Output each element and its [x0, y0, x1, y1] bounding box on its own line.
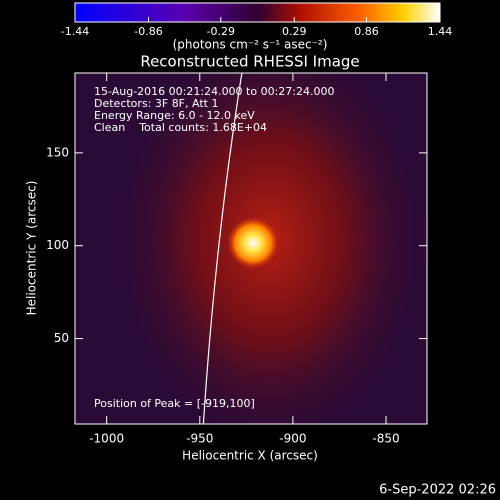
colorbar-tick-label: 0.29	[282, 25, 307, 38]
image	[75, 73, 427, 424]
x-tick-label: -900	[279, 432, 306, 446]
colorbar-tick-label: -0.29	[207, 25, 235, 38]
y-tick-label: 50	[54, 331, 69, 345]
x-tick-label: -1000	[89, 432, 124, 446]
colorbar-tick-label: -0.86	[134, 25, 162, 38]
y-axis-label: Heliocentric Y (arcsec)	[25, 181, 39, 316]
x-tick-label: -850	[372, 432, 399, 446]
x-axis-label: Heliocentric X (arcsec)	[182, 449, 318, 463]
peak-label: Position of Peak = [-919,100]	[94, 397, 255, 410]
chart-title: Reconstructed RHESSI Image	[140, 53, 359, 71]
colorbar-tick-label: 1.44	[428, 25, 453, 38]
colorbar-label: (photons cm⁻² s⁻¹ asec⁻²)	[173, 38, 328, 52]
y-tick-label: 100	[46, 238, 69, 252]
y-tick-label: 150	[46, 145, 69, 159]
x-tick-label: -950	[186, 432, 213, 446]
colorbar-tick-label: 0.86	[354, 25, 379, 38]
plot-frame	[74, 72, 428, 425]
footer: 6-Sep-2022 02:26	[379, 483, 496, 498]
colorbar	[74, 2, 441, 23]
annotation: Detectors: 3F 8F, Att 1	[94, 97, 218, 110]
annotation: Energy Range: 6.0 - 12.0 keV	[94, 109, 255, 122]
colorbar-tick-label: -1.44	[61, 25, 89, 38]
annotation: Clean Total counts: 1.68E+04	[94, 121, 267, 134]
annotation: 15-Aug-2016 00:21:24.000 to 00:27:24.000	[94, 85, 335, 98]
